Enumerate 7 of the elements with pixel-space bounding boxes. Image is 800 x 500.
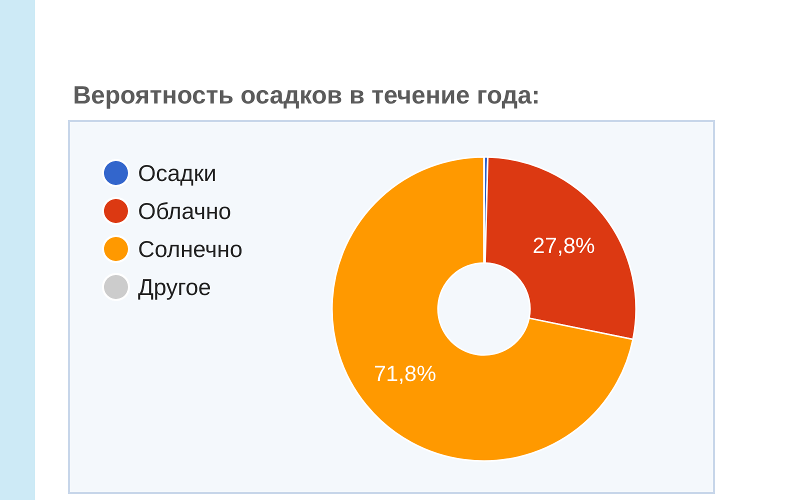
chart-title: Вероятность осадков в течение года: <box>73 82 540 110</box>
legend-label: Осадки <box>138 160 217 186</box>
data-label: 71,8% <box>374 361 436 386</box>
legend-label: Солнечно <box>138 236 243 262</box>
data-label: 27,8% <box>532 232 595 258</box>
legend-label: Облачно <box>138 198 232 224</box>
legend-label: Другое <box>138 274 212 300</box>
